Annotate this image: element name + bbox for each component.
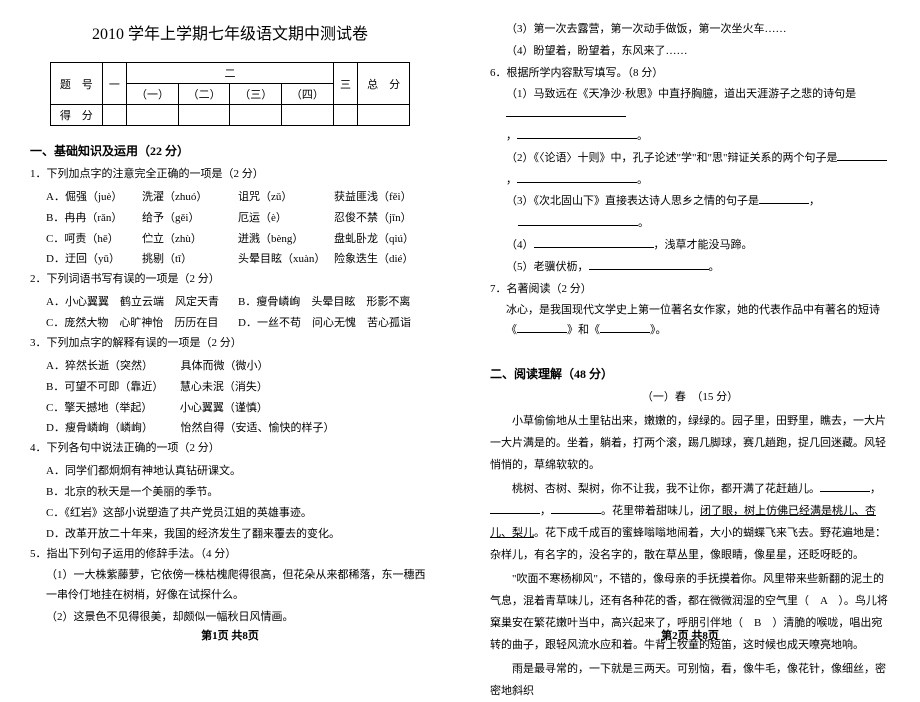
q6-2: （2）《〈论语〉十则》中，孔子论述"学"和"思"辩证关系的两个句子是 [490,149,890,169]
blank [534,236,654,248]
col-one: 一 [102,63,127,105]
q2: 2．下列词语书写有误的一项是（2 分） [30,270,430,290]
q5: 5．指出下列句子运用的修辞手法。（4 分） [30,545,430,565]
blank [600,321,650,333]
blank [759,192,809,204]
q6-4: （4），浅草才能没马蹄。 [490,236,890,256]
page-footer-2: 第2页 共8页 [460,627,920,643]
blank [589,258,709,270]
q6-1: （1）马致远在《天净沙·秋思》中直抒胸臆，道出天涯游子之悲的诗句是 [490,85,890,125]
blank [506,105,626,117]
passage-title: （一）春 （15 分） [490,388,890,404]
q5-3: （3）第一次去露营，第一次动手做饭，第一次坐火车…… [490,20,890,40]
col-total: 总 分 [358,63,410,105]
q6: 6．根据所学内容默写填写。（8 分） [490,64,890,84]
col-sub3: （三） [230,84,282,105]
blank [820,480,870,492]
blank [490,502,540,514]
para-4: 雨是最寻常的，一下就是三两天。可别恼，看，像牛毛，像花针，像细丝，密密地斜织 [490,658,890,702]
q3: 3．下列加点字的解释有误的一项是（2 分） [30,334,430,354]
q5-1: （1）一大株紫藤萝，它依傍一株枯槐爬得很高，但花朵从来都稀落，东一穗西一串伶仃地… [30,566,430,606]
blank [517,171,637,183]
row-score: 得 分 [51,105,103,126]
col-sub2: （二） [178,84,230,105]
q7: 7．名著阅读（2 分） [490,280,890,300]
q3-opts: A．猝然长逝（突然） 具体而微（微小） B．可望不可即（靠近） 慧心未泯（消失）… [30,356,430,440]
q5-4: （4）盼望着，盼望着，东风来了…… [490,42,890,62]
q6-1b: ，。 [490,127,890,147]
section-2-head: 二、阅读理解（48 分） [490,365,890,382]
q4: 4．下列各句中说法正确的一项（2 分） [30,439,430,459]
blank [551,502,601,514]
blank [837,149,887,161]
section-1-head: 一、基础知识及运用（22 分） [30,142,430,159]
q5-2: （2）这景色不见得很美，却颇似一幅秋日风情画。 [30,608,430,628]
blank [517,321,567,333]
q2-opts: A．小心翼翼 鹤立云端 风定天青B．瘦骨嶙峋 头晕目眩 形影不离 C．庞然大物 … [30,292,430,334]
page-1: 2010 学年上学期七年级语文期中测试卷 题 号 一 二 三 总 分 （一） （… [0,0,460,651]
col-sub4: （四） [282,84,334,105]
blank [518,214,638,226]
q7-text: 冰心，是我国现代文学史上第一位著名女作家，她的代表作品中有著名的短诗《》和《》。 [490,301,890,341]
q1: 1．下列加点字的注意完全正确的一项是（2 分） [30,165,430,185]
q6-3: （3）《次北固山下》直接表达诗人思乡之情的句子是， [490,192,890,212]
q4-opts: A．同学们都炯炯有神地认真钻研课文。 B．北京的秋天是一个美丽的季节。 C．《红… [30,461,430,545]
para-2: 桃树、杏树、梨树，你不让我，我不让你，都开满了花赶趟儿。，，。花里带着甜味儿，闭… [490,478,890,566]
page-footer-1: 第1页 共8页 [0,627,460,643]
col-three: 三 [333,63,358,105]
q6-5: （5）老骥伏枥，。 [490,258,890,278]
q6-2b: ，。 [490,171,890,191]
para-1: 小草偷偷地从土里钻出来，嫩嫩的，绿绿的。园子里，田野里，瞧去，一大片一大片满是的… [490,410,890,476]
score-table: 题 号 一 二 三 总 分 （一） （二） （三） （四） 得 分 [50,62,410,126]
blank [517,127,637,139]
col-sub1: （一） [127,84,179,105]
q1-opts: A．倔强（juè）洗濯（zhuó）诅咒（zǔ）获益匪浅（fěi） B．冉冉（rǎ… [30,187,430,271]
col-two: 二 [127,63,334,84]
page-2: （3）第一次去露营，第一次动手做饭，第一次坐火车…… （4）盼望着，盼望着，东风… [460,0,920,651]
q6-3b: 。 [490,214,890,234]
exam-title: 2010 学年上学期七年级语文期中测试卷 [30,20,430,44]
col-num: 题 号 [51,63,103,105]
